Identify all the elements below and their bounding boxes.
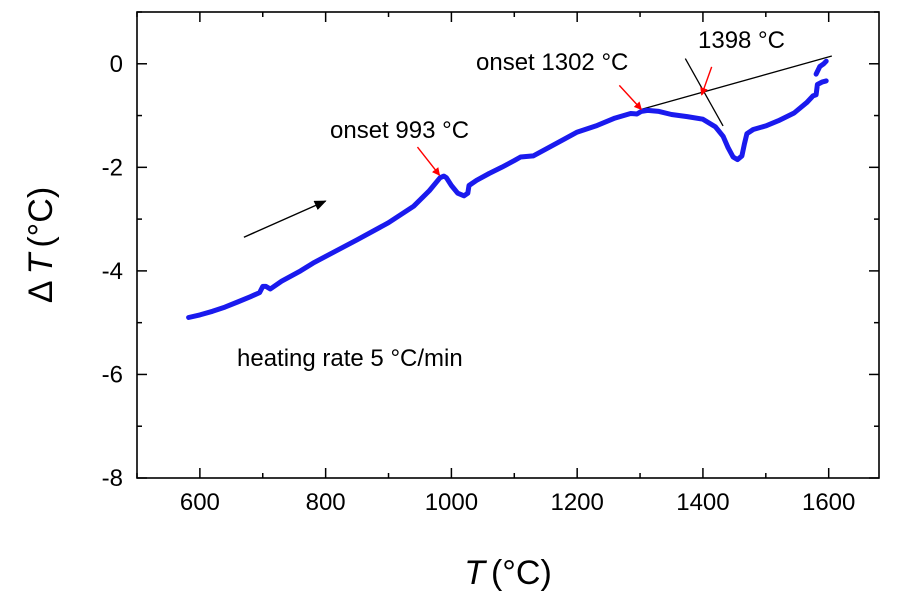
series-line-0	[186, 78, 829, 320]
plot-frame	[136, 11, 880, 479]
annotation-onset-1302: onset 1302 °C	[476, 49, 628, 76]
axis-ticks	[136, 11, 879, 479]
x-tick-label: 1000	[425, 489, 478, 516]
y-tick-label: -2	[102, 154, 123, 181]
annotation-arrow	[416, 146, 441, 176]
x-tick-labels: 600 800 1000 1200 1400 1600	[180, 489, 856, 516]
x-axis-title: T (°C)	[464, 554, 552, 592]
annotation-arrows	[243, 66, 713, 238]
annotation-1398: 1398 °C	[698, 27, 785, 54]
y-axis-title: ΔT(°C)	[22, 187, 60, 303]
data-series	[186, 58, 829, 320]
x-tick-label: 600	[180, 489, 220, 516]
x-tick-label: 800	[306, 489, 346, 516]
y-tick-label: -6	[102, 361, 123, 388]
series-line-1	[813, 58, 829, 77]
tangent-line	[641, 55, 833, 110]
annotation-heating-rate: heating rate 5 °C/min	[237, 345, 463, 372]
x-tick-label: 1600	[802, 489, 855, 516]
y-tick-labels: 0 -2 -4 -6 -8	[102, 51, 123, 492]
x-tick-label: 1400	[676, 489, 729, 516]
annotation-onset-993: onset 993 °C	[330, 117, 469, 144]
y-tick-label: -4	[102, 258, 123, 285]
x-tick-label: 1200	[550, 489, 603, 516]
y-tick-label: -8	[102, 465, 123, 492]
y-tick-label: 0	[110, 51, 123, 78]
annotation-arrow	[700, 66, 713, 96]
annotation-arrow	[618, 84, 642, 111]
heating-direction-arrow	[243, 200, 327, 238]
